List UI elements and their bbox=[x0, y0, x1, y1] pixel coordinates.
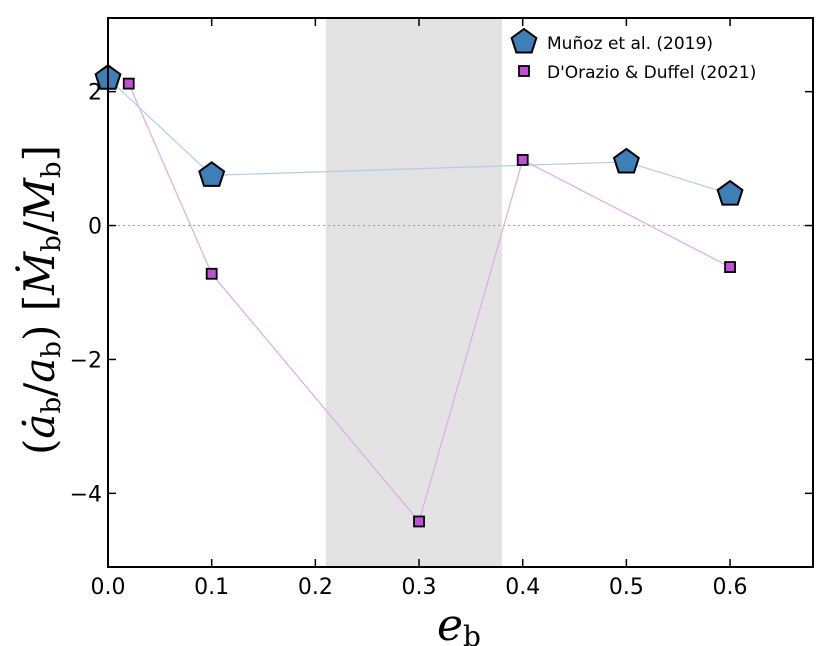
data-point-1-1 bbox=[205, 267, 218, 280]
data-point-0-3 bbox=[716, 179, 744, 206]
legend-marker-munoz bbox=[510, 27, 538, 54]
legend-label-munoz: Muñoz et al. (2019) bbox=[547, 34, 713, 54]
data-point-1-3 bbox=[516, 154, 529, 166]
x-axis-label: eb bbox=[437, 600, 481, 646]
x-tick-label: 0.6 bbox=[713, 575, 748, 600]
shaded-region bbox=[325, 18, 502, 567]
x-tick-label: 0.3 bbox=[402, 575, 437, 600]
x-tick-label: 0.0 bbox=[91, 575, 126, 600]
x-tick-label: 0.1 bbox=[194, 575, 229, 600]
y-tick-label: 2 bbox=[88, 81, 102, 106]
y-tick-label: −4 bbox=[70, 482, 102, 507]
data-point-1-0 bbox=[122, 77, 135, 90]
data-point-1-4 bbox=[724, 261, 736, 273]
data-point-0-1 bbox=[198, 161, 226, 187]
legend-label-dorazio: D'Orazio & Duffel (2021) bbox=[547, 63, 756, 83]
y-tick-label: −2 bbox=[70, 348, 102, 373]
svg-text:(ȧb/ab) [Ṁb/Mb]: (ȧb/ab) [Ṁb/Mb] bbox=[14, 145, 67, 455]
y-axis-label: (ȧb/ab) [Ṁb/Mb] bbox=[14, 145, 67, 455]
plot-frame bbox=[107, 17, 814, 568]
x-tick-label: 0.2 bbox=[298, 575, 333, 600]
legend: Muñoz et al. (2019) D'Orazio & Duffel (2… bbox=[510, 27, 756, 83]
legend-marker-dorazio bbox=[518, 65, 530, 77]
series-line-0 bbox=[107, 77, 731, 195]
tick-labels: 0.0 0.1 0.2 0.3 0.4 0.5 0.6 −4 −2 0 2 bbox=[70, 81, 748, 600]
y-tick-label: 0 bbox=[88, 215, 102, 240]
data-point-1-2 bbox=[413, 515, 425, 528]
axis-ticks bbox=[107, 18, 813, 567]
x-tick-label: 0.4 bbox=[505, 575, 540, 600]
data-point-0-2 bbox=[612, 147, 640, 174]
x-tick-label: 0.5 bbox=[609, 575, 644, 600]
